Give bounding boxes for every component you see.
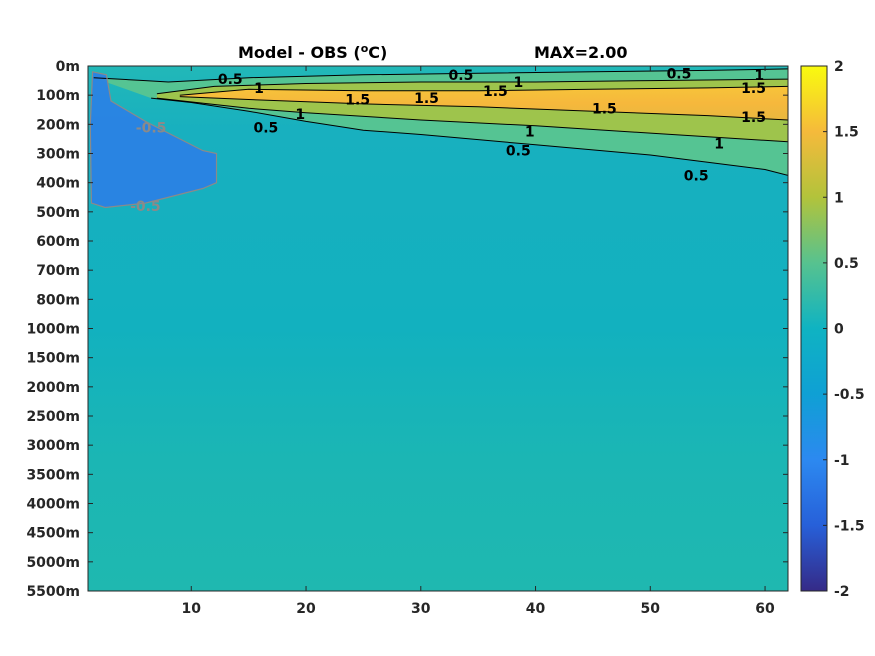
- contour-label: 1.5: [414, 91, 439, 107]
- y-tick-label: 5500m: [26, 584, 80, 600]
- colorbar-tick-label: 1.5: [834, 125, 859, 141]
- title-sup: o: [361, 42, 369, 55]
- x-tick-label: 60: [755, 601, 775, 617]
- colorbar-tick-label: -1.5: [834, 518, 865, 534]
- contour-label: -0.5: [130, 199, 161, 215]
- contour-label: 1: [754, 68, 764, 84]
- y-tick-label: 0m: [56, 59, 80, 75]
- x-tick-label: 30: [411, 601, 431, 617]
- colorbar-tick-label: 0: [834, 322, 844, 338]
- contour-line-0.5-lower: [151, 97, 788, 176]
- y-axis: 0m 100m 200m 300m 400m 500m 600m 700m 800m 1000m 1…: [26, 59, 788, 600]
- colorbar: 2 1.5 1 0.5 0 -0.5 -1 -1.5 -2: [800, 59, 865, 600]
- contour-label: 1.5: [483, 84, 508, 100]
- chart-title: Model - OBS (oC) MAX=2.00: [238, 42, 628, 62]
- contour-line-neg0.5: [89, 71, 218, 209]
- colorbar-tick-label: 0.5: [834, 256, 859, 272]
- title-unit: C): [368, 43, 387, 62]
- y-tick-label: 200m: [36, 117, 80, 133]
- contour-label: 1.5: [741, 110, 766, 126]
- y-tick-label: 3500m: [26, 467, 80, 483]
- y-tick-label: 600m: [36, 234, 80, 250]
- title-main: Model - OBS (: [238, 43, 361, 62]
- y-tick-label: 1000m: [26, 322, 80, 338]
- max-annotation: MAX=2.00: [534, 43, 628, 62]
- contour-label: 1.5: [345, 93, 370, 109]
- y-tick-label: 4500m: [26, 526, 80, 542]
- contour-lines: [89, 68, 788, 209]
- contour-label: 1.5: [592, 101, 617, 117]
- contour-label: 1.5: [741, 81, 766, 97]
- x-tick-label: 20: [296, 601, 316, 617]
- x-tick-label: 50: [641, 601, 661, 617]
- contour-line-1.5-upper: [179, 85, 788, 96]
- contour-line-0.5-upper: [93, 68, 788, 83]
- contour-label: 1: [714, 136, 724, 152]
- y-tick-label: 2000m: [26, 380, 80, 396]
- contour-label: 0.5: [506, 144, 531, 160]
- colorbar-tick-label: -1: [834, 453, 850, 469]
- y-tick-label: 1500m: [26, 351, 80, 367]
- cold-region: [90, 71, 217, 208]
- contour-labels: 0.511.50.511.50.5 11.51.510.50.5 11.51.510…: [130, 66, 766, 215]
- y-tick-label: 5000m: [26, 555, 80, 571]
- x-tick-label: 40: [526, 601, 546, 617]
- y-tick-label: 4000m: [26, 497, 80, 513]
- colorbar-tick-label: -0.5: [834, 387, 865, 403]
- colorbar-tick-label: -2: [834, 584, 850, 600]
- contour-label: 0.5: [449, 68, 474, 84]
- title: Model - OBS (oC): [238, 42, 387, 62]
- contour-label: -0.5: [136, 120, 167, 136]
- colorbar-ticks: 2 1.5 1 0.5 0 -0.5 -1 -1.5 -2: [823, 59, 865, 600]
- x-axis: 10 20 30 40 50 60: [182, 66, 775, 617]
- y-tick-label: 300m: [36, 147, 80, 163]
- y-tick-label: 100m: [36, 88, 80, 104]
- contour-line-1.5-lower: [179, 96, 788, 121]
- contour-line-1-upper: [156, 78, 788, 95]
- y-tick-label: 500m: [36, 205, 80, 221]
- x-tick-label: 10: [182, 601, 202, 617]
- y-tick-label: 700m: [36, 263, 80, 279]
- y-tick-label: 2500m: [26, 409, 80, 425]
- band-above-1.5: [179, 86, 788, 120]
- contour-label: 1: [525, 125, 535, 141]
- contour-label: 0.5: [667, 66, 692, 82]
- colorbar-gradient: [800, 65, 828, 592]
- plot-area: 0.511.50.511.50.5 11.51.510.50.5 11.51.510…: [88, 66, 788, 591]
- contour-label: 0.5: [253, 120, 278, 136]
- colorbar-tick-label: 1: [834, 190, 844, 206]
- contour-label: 1: [254, 81, 264, 97]
- contour-label: 1: [295, 107, 305, 123]
- y-tick-label: 400m: [36, 176, 80, 192]
- y-tick-label: 800m: [36, 292, 80, 308]
- contour-label: 0.5: [218, 72, 243, 88]
- contour-line-1-lower: [156, 97, 788, 143]
- contour-label: 0.5: [684, 168, 709, 184]
- colorbar-tick-label: 2: [834, 59, 844, 75]
- y-tick-label: 3000m: [26, 438, 80, 454]
- contour-label: 1: [513, 75, 523, 91]
